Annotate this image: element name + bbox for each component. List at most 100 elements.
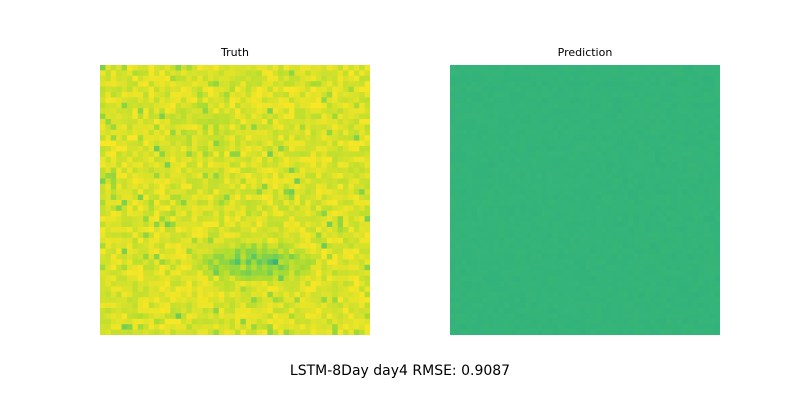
truth-heatmap-cell	[364, 146, 370, 152]
truth-heatmap-cell	[316, 86, 322, 93]
prediction-heatmap-cell	[693, 221, 699, 228]
prediction-heatmap-cell	[558, 216, 564, 222]
prediction-heatmap-cell	[531, 243, 537, 249]
prediction-heatmap-cell	[633, 140, 640, 147]
prediction-heatmap-cell	[466, 70, 472, 77]
truth-heatmap-cell	[316, 243, 322, 249]
prediction-heatmap-cell	[709, 275, 715, 282]
truth-heatmap-cell	[175, 281, 182, 287]
prediction-heatmap-cell	[525, 259, 532, 266]
truth-heatmap-cell	[235, 156, 241, 163]
prediction-heatmap-cell	[622, 243, 629, 249]
prediction-heatmap-cell	[698, 102, 705, 109]
truth-heatmap-cell	[235, 210, 241, 217]
truth-heatmap-cell	[305, 140, 311, 147]
truth-heatmap-cell	[364, 270, 370, 276]
truth-heatmap-cell	[283, 162, 290, 168]
prediction-heatmap-cell	[590, 297, 597, 303]
truth-heatmap-cell	[159, 151, 166, 158]
truth-heatmap-cell	[208, 308, 214, 314]
truth-heatmap-cell	[159, 216, 166, 222]
truth-heatmap-cell	[191, 183, 198, 190]
prediction-heatmap-cell	[622, 281, 629, 287]
truth-heatmap-cell	[100, 189, 106, 195]
truth-heatmap-cell	[127, 124, 133, 131]
truth-heatmap-cell	[154, 291, 160, 298]
prediction-heatmap-cell	[536, 183, 543, 190]
prediction-heatmap-cell	[525, 227, 532, 233]
truth-heatmap-cell	[326, 108, 333, 114]
prediction-heatmap-cell	[460, 232, 467, 239]
truth-heatmap-cell	[132, 119, 139, 125]
truth-heatmap-cell	[116, 205, 122, 212]
prediction-heatmap-cell	[606, 70, 613, 77]
prediction-heatmap-cell	[552, 286, 559, 293]
truth-heatmap-cell	[299, 254, 306, 260]
prediction-heatmap-cell	[514, 86, 521, 93]
prediction-heatmap-cell	[644, 97, 651, 104]
prediction-heatmap-cell	[590, 237, 597, 244]
prediction-heatmap-cell	[482, 243, 489, 249]
truth-heatmap-cell	[235, 286, 241, 293]
truth-heatmap-cell	[316, 297, 322, 303]
truth-heatmap-cell	[310, 270, 317, 276]
truth-heatmap-cell	[218, 216, 225, 222]
prediction-heatmap-cell	[703, 318, 710, 325]
prediction-heatmap-cell	[633, 275, 640, 282]
truth-heatmap-cell	[278, 113, 284, 120]
truth-heatmap-cell	[175, 156, 182, 163]
truth-heatmap-cell	[132, 329, 139, 335]
prediction-heatmap-cell	[455, 108, 462, 114]
truth-heatmap-cell	[110, 232, 117, 239]
prediction-heatmap-cell	[714, 318, 720, 325]
prediction-heatmap-cell	[687, 194, 694, 201]
truth-heatmap-cell	[186, 189, 193, 195]
truth-heatmap-cell	[353, 232, 360, 239]
prediction-heatmap-cell	[460, 108, 467, 114]
prediction-heatmap-cell	[455, 113, 462, 120]
prediction-heatmap-cell	[568, 97, 575, 104]
truth-heatmap-cell	[256, 281, 263, 287]
truth-heatmap-cell	[299, 200, 306, 206]
truth-heatmap-cell	[175, 151, 182, 158]
truth-heatmap-cell	[240, 210, 247, 217]
prediction-heatmap-cell	[633, 221, 640, 228]
truth-heatmap-cell	[170, 162, 176, 168]
prediction-heatmap-cell	[714, 297, 720, 303]
truth-heatmap-cell	[343, 173, 349, 179]
prediction-heatmap-cell	[639, 140, 645, 147]
truth-heatmap-cell	[359, 243, 365, 249]
truth-heatmap-cell	[202, 173, 209, 179]
prediction-heatmap-cell	[644, 194, 651, 201]
truth-heatmap-cell	[305, 297, 311, 303]
prediction-heatmap-cell	[509, 216, 516, 222]
prediction-heatmap-cell	[595, 308, 602, 314]
truth-heatmap-cell	[289, 227, 295, 233]
truth-heatmap-cell	[278, 92, 284, 98]
truth-heatmap-cell	[132, 221, 139, 228]
prediction-heatmap-cell	[531, 151, 537, 158]
prediction-heatmap-cell	[687, 216, 694, 222]
prediction-heatmap-cell	[601, 216, 607, 222]
truth-heatmap-cell	[110, 173, 117, 179]
prediction-heatmap-cell	[703, 216, 710, 222]
prediction-heatmap-cell	[450, 183, 456, 190]
truth-heatmap-cell	[218, 162, 225, 168]
prediction-heatmap-cell	[568, 237, 575, 244]
prediction-heatmap-cell	[714, 291, 720, 298]
prediction-heatmap-cell	[703, 108, 710, 114]
truth-heatmap-cell	[245, 173, 252, 179]
truth-heatmap-cell	[326, 286, 333, 293]
prediction-heatmap-cell	[482, 264, 489, 271]
truth-heatmap-cell	[137, 216, 144, 222]
truth-heatmap-cell	[353, 205, 360, 212]
truth-heatmap-cell	[224, 146, 230, 152]
truth-heatmap-cell	[353, 167, 360, 174]
truth-heatmap-cell	[181, 92, 187, 98]
prediction-heatmap-cell	[666, 189, 672, 195]
prediction-heatmap-cell	[477, 318, 483, 325]
truth-heatmap-cell	[132, 200, 139, 206]
prediction-heatmap-cell	[617, 92, 624, 98]
prediction-heatmap-cell	[703, 75, 710, 82]
prediction-heatmap-cell	[531, 259, 537, 266]
